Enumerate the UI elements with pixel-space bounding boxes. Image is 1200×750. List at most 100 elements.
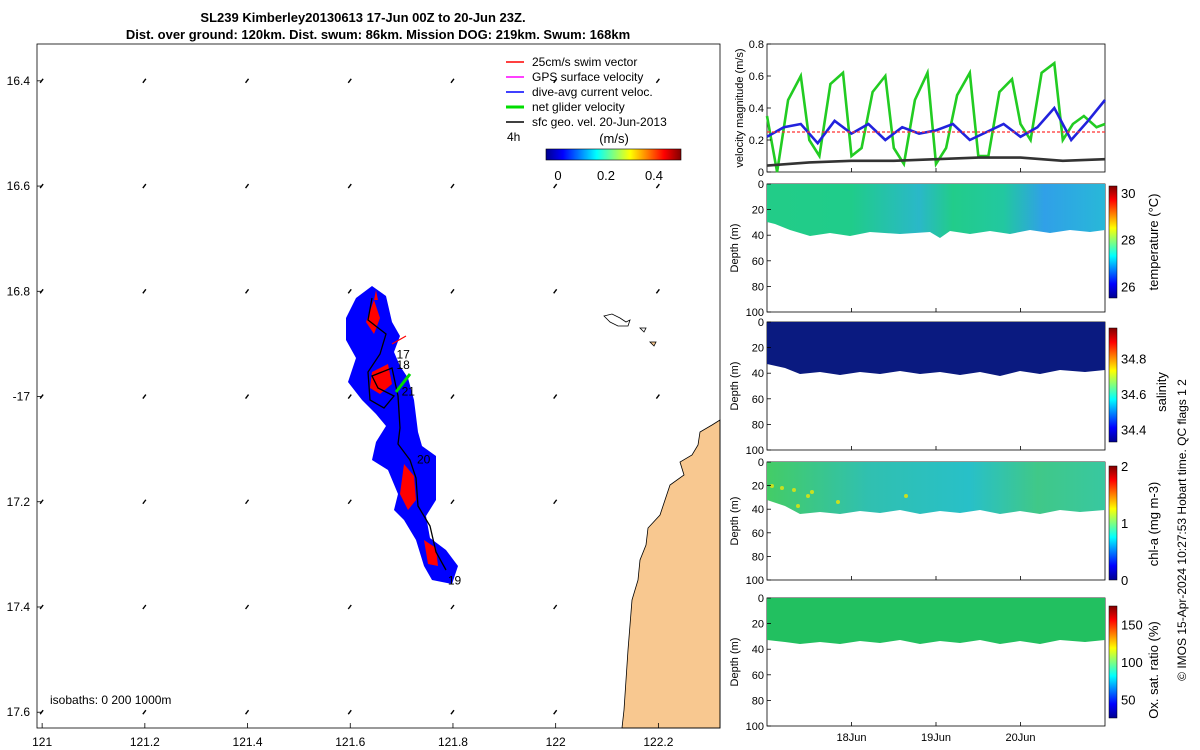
oxygen-field [767, 598, 1105, 644]
temperature-y-tick-label: 80 [752, 281, 764, 293]
geo-vector [450, 709, 455, 715]
oxygen-ylabel: Depth (m) [729, 638, 741, 687]
map-y-tick-label: 16.4 [7, 74, 31, 88]
geo-vector [142, 394, 147, 399]
island-3 [649, 341, 657, 347]
salinity-field [767, 322, 1105, 376]
temperature-panel: Depth (m) temperature (°C) [729, 183, 1161, 313]
velocity-y-tick-label: 0.6 [749, 71, 764, 83]
geo-vector [655, 78, 660, 84]
velocity-y-tick-label: 0.4 [749, 103, 764, 115]
oxygen-y-tick-label: 40 [752, 644, 764, 656]
geo-vector [450, 183, 455, 189]
map-y-tick-label: 17.2 [7, 495, 31, 509]
temperature-y-tick-label: 60 [752, 256, 764, 268]
geo-vector [347, 183, 352, 189]
map-x-tick-label: 121.2 [130, 735, 160, 749]
geo-vector [450, 604, 455, 610]
colorbar-title: (m/s) [599, 131, 629, 146]
salinity-y-tick-label: 60 [752, 394, 764, 406]
oxygen-y-tick-label: 80 [752, 695, 764, 707]
track-line [367, 297, 447, 571]
salinity-panel: Depth (m) salinity [729, 321, 1169, 451]
map-x-tick-label: 121.6 [335, 735, 365, 749]
map-x-tick-label: 121 [32, 735, 52, 749]
map-x-tick-label: 122.2 [643, 735, 673, 749]
time-axis-ticks: 18Jun 19Jun 20Jun [837, 168, 1036, 744]
geo-vector [244, 499, 250, 505]
track-day-label: 18 [396, 358, 410, 372]
title-line-1: SL239 Kimberley20130613 17-Jun 00Z to 20… [200, 10, 525, 25]
geo-vector [450, 499, 455, 505]
track-day-label: 21 [402, 384, 416, 398]
land-mass [621, 419, 721, 729]
chla-y-tick-label: 0 [758, 457, 764, 469]
geo-vector [655, 394, 660, 399]
chla-dot [904, 494, 908, 498]
time-tick-label: 18Jun [837, 732, 867, 744]
geo-vector [450, 394, 455, 399]
geo-vector [347, 78, 352, 84]
geo-vector [244, 183, 250, 189]
temperature-y-tick-label: 0 [758, 179, 764, 191]
chla-colorbar [1108, 465, 1118, 581]
chla-dot [792, 488, 796, 492]
time-tick-label: 20Jun [1006, 732, 1036, 744]
legend-label: GPS surface velocity [532, 70, 643, 84]
chla-cbar-tick: 1 [1121, 516, 1128, 531]
temperature-y-tick-label: 20 [752, 205, 764, 217]
time-tick-label: 19Jun [921, 732, 951, 744]
velocity-y-ticks: 0 0.2 0.4 0.6 0.8 [749, 39, 771, 179]
chla-dot [806, 494, 810, 498]
oxygen-panel: Depth (m) Ox. sat. ratio (%) [729, 597, 1161, 727]
chla-y-tick-label: 40 [752, 504, 764, 516]
salinity-cbar-tick: 34.8 [1121, 351, 1146, 366]
isobaths-label: isobaths: 0 200 1000m [50, 693, 171, 707]
geo-vector [142, 604, 147, 610]
temperature-cbar-label: temperature (°C) [1146, 194, 1161, 291]
chla-y-tick-label: 60 [752, 528, 764, 540]
salinity-colorbar [1108, 327, 1118, 443]
island-2 [639, 327, 647, 333]
chla-cbar-tick: 0 [1121, 573, 1128, 588]
chla-cbar-tick: 2 [1121, 459, 1128, 474]
geo-vector [244, 709, 250, 715]
geo-vector [244, 288, 250, 294]
geo-vector [553, 499, 558, 505]
oxygen-colorbar [1108, 605, 1118, 719]
map-x-tick-label: 122 [546, 735, 566, 749]
chla-ylabel: Depth (m) [729, 497, 741, 546]
chla-field [767, 462, 1105, 514]
colorbar-tick: 0.2 [597, 168, 615, 183]
map-y-ticks: 16.4 16.6 16.8 -17 17.2 17.4 17.6 [7, 74, 42, 719]
velocity-panel: 0 0.2 0.4 0.6 0.8 velocity magnitude (m/s) [734, 39, 1107, 179]
chla-dot [780, 486, 784, 490]
map-y-tick-label: 16.6 [7, 179, 31, 193]
oxygen-y-tick-label: 20 [752, 619, 764, 631]
oxygen-y-tick-label: 60 [752, 670, 764, 682]
chla-dot [836, 500, 840, 504]
geo-vector [553, 604, 558, 610]
map-y-tick-label: 17.4 [7, 600, 31, 614]
geo-vector [347, 288, 352, 294]
net-velocity-arrow [394, 373, 412, 393]
geo-vector [347, 709, 352, 715]
map-x-tick-label: 121.4 [233, 735, 263, 749]
legend-label: dive-avg current veloc. [532, 85, 653, 99]
legend-4h: 4h [507, 130, 520, 144]
chla-panel: Depth (m) chl-a (mg m-3) [729, 461, 1161, 581]
chla-cbar-label: chl-a (mg m-3) [1146, 482, 1161, 567]
geo-vector [553, 709, 558, 715]
track-day-label: 17 [396, 347, 410, 361]
map-x-tick-label: 121.8 [438, 735, 468, 749]
map-x-ticks: 121 121.2 121.4 121.6 121.8 122 122.2 [32, 723, 674, 749]
chla-dot [770, 484, 774, 488]
map-frame [36, 43, 721, 729]
legend-label: net glider velocity [532, 100, 625, 114]
map-y-tick-label: 16.8 [7, 284, 31, 298]
salinity-cbar-tick: 34.4 [1121, 423, 1146, 438]
geo-vector [244, 394, 250, 399]
salinity-y-tick-label: 0 [758, 317, 764, 329]
title-line-2: Dist. over ground: 120km. Dist. swum: 86… [126, 27, 630, 42]
